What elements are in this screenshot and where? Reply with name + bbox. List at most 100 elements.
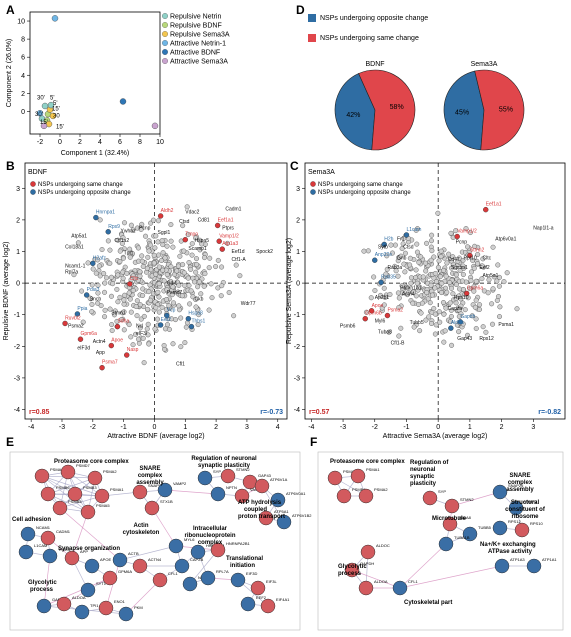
panel-e-cluster-adhesion: Cell adhesion <box>12 517 51 523</box>
panel-c-point <box>435 210 441 216</box>
panel-b-point <box>134 313 140 319</box>
panel-e-edge <box>151 507 177 547</box>
panel-e-node <box>250 580 266 596</box>
panel-e-node-label: GPM6A <box>118 569 132 574</box>
panel-b-point <box>140 293 146 298</box>
panel-b-gene-label: eIF3l <box>136 331 147 337</box>
panel-e-node-label: SYT1 <box>96 581 107 586</box>
panel-c-point <box>453 228 459 234</box>
panel-b-point <box>127 254 133 260</box>
panel-b-ytick-label: 3 <box>16 186 20 193</box>
panel-e-node <box>42 548 58 564</box>
panel-c-gene-label: Gpm6b <box>365 311 382 317</box>
panel-c-legend-opposite: NSPs undergoing opposite change <box>318 190 411 196</box>
panel-c-point <box>496 283 502 289</box>
panel-c-point <box>480 324 486 330</box>
panel-b-point <box>162 255 168 261</box>
panel-c-point <box>475 261 480 267</box>
panel-a-ytick-label: 8 <box>21 37 25 44</box>
panel-b-highlight-point <box>124 352 130 358</box>
panel-c-legend-marker-opposite <box>310 189 316 195</box>
panel-a-ytick-label: 4 <box>21 73 25 80</box>
panel-a-points <box>36 15 159 130</box>
panel-b-gene-label: Pcnp <box>139 225 151 231</box>
panel-a-point <box>49 112 57 120</box>
panel-b-point <box>101 270 107 276</box>
panel-b-gene-label: Nasp <box>127 347 139 353</box>
panel-b-gene-label: H2afz <box>93 255 107 261</box>
panel-b-point <box>206 265 212 271</box>
panel-b-highlight-point <box>83 292 90 298</box>
panel-c-point <box>407 255 413 261</box>
panel-e-node-label: STMN2 <box>236 467 250 472</box>
panel-b-point <box>189 241 195 247</box>
panel-c-point <box>490 321 495 327</box>
panel-e-node <box>112 552 128 568</box>
panel-c-point <box>404 284 410 290</box>
panel-b-point <box>194 262 200 268</box>
panel-b-point <box>187 301 193 307</box>
panel-c-point <box>460 263 466 269</box>
panel-c-point <box>416 259 422 265</box>
panel-b-point <box>152 245 158 251</box>
panel-e-edge <box>59 495 103 509</box>
panel-a-xtick-label: -2 <box>37 139 43 146</box>
panel-b-point <box>185 275 191 281</box>
panel-f-node-label: ATP1A1 <box>542 557 557 562</box>
panel-b-point <box>146 248 152 254</box>
panel-f-cluster-ribosome-line1: Structural <box>511 500 540 506</box>
panel-b-point <box>170 284 176 290</box>
panel-d-pie-charts: NSPs undergoing opposite change NSPs und… <box>308 14 525 151</box>
panel-b-point <box>129 251 135 256</box>
panel-c-point <box>388 242 394 248</box>
panel-f-node <box>492 520 508 536</box>
panel-e-node-label: MYL6 <box>184 537 195 542</box>
panel-c-highlight-point <box>467 252 473 259</box>
panel-c-point <box>456 313 462 319</box>
panel-b-point <box>134 298 140 304</box>
panel-e-edge <box>47 477 96 495</box>
panel-b-point <box>104 275 109 281</box>
panel-b-gene-label: Rps9 <box>108 224 120 230</box>
panel-c-gene-label: Pafah1b1 <box>400 285 422 291</box>
panel-b-ytick-label: 2 <box>16 217 20 224</box>
panel-c-point <box>428 238 434 244</box>
panel-b-point <box>151 252 157 258</box>
panel-c-point <box>428 257 434 263</box>
panel-c-point <box>479 263 485 269</box>
panel-f-node <box>358 488 374 504</box>
panel-b-point <box>146 289 152 295</box>
panel-f-cluster-ribosome-line2: constituent of <box>505 507 546 513</box>
panel-b-point <box>109 328 115 333</box>
panel-b-xtick-label: -3 <box>59 424 65 431</box>
panel-b-point <box>198 291 204 297</box>
panel-b-point <box>156 264 162 270</box>
panel-a-xtick-label: 0 <box>58 139 62 146</box>
panel-e-node-label: PSMA7 <box>50 467 64 472</box>
panel-b-point <box>98 303 104 309</box>
panel-b-point <box>133 304 139 310</box>
panel-b-point <box>130 342 136 348</box>
panel-b-gene-label: Ctf1-A <box>232 257 247 263</box>
panel-b-point <box>107 306 113 312</box>
panel-c-point <box>459 278 465 284</box>
panel-b-highlight-point <box>105 229 111 235</box>
panel-c-point <box>429 292 435 298</box>
panel-b-point <box>95 300 101 306</box>
panel-b-point <box>148 297 154 303</box>
panel-b-point <box>102 280 108 286</box>
panel-b-point <box>118 317 124 323</box>
panel-b-point <box>130 227 136 233</box>
panel-b-point <box>115 272 121 278</box>
panel-b-point <box>141 360 147 366</box>
panel-b-point <box>178 315 184 321</box>
panel-c-point <box>399 290 405 296</box>
panel-b-point <box>105 238 111 244</box>
panel-e-node-label: ACTN4 <box>148 557 162 562</box>
panel-b-point <box>139 253 145 259</box>
panel-c-point <box>413 293 419 299</box>
panel-b-legend-opposite: NSPs undergoing opposite change <box>38 190 131 196</box>
panel-c-point <box>410 289 416 295</box>
panel-e-node <box>36 598 52 614</box>
